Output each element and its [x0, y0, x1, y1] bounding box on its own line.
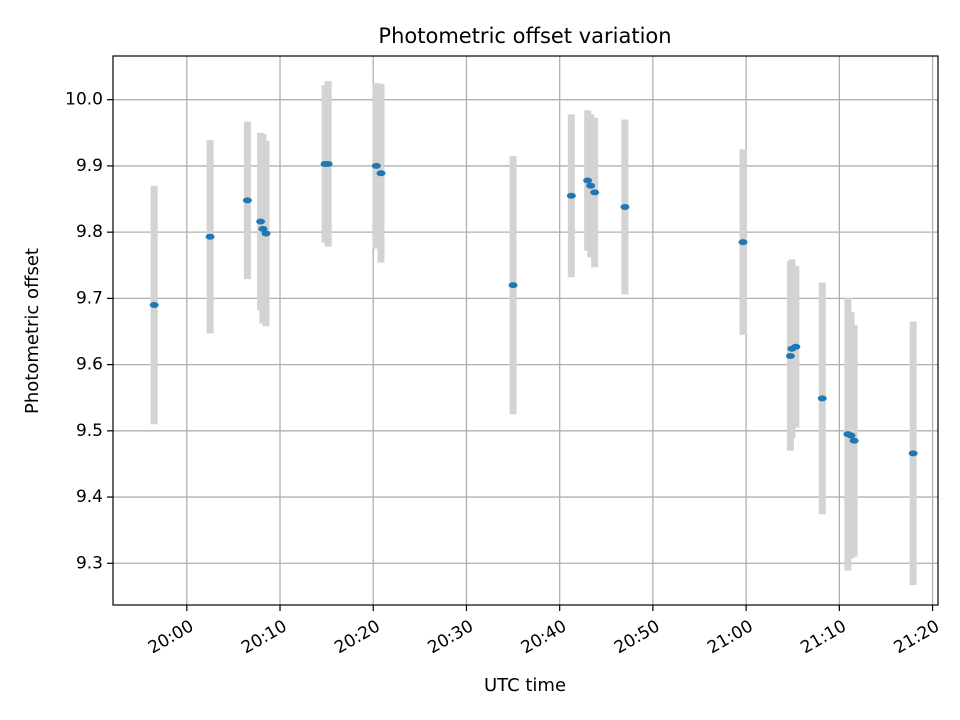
- chart-title: Photometric offset variation: [378, 24, 671, 48]
- data-point: [376, 170, 386, 177]
- data-point: [849, 437, 859, 444]
- data-point: [323, 160, 333, 167]
- data-point: [256, 218, 266, 225]
- x-axis-title: UTC time: [484, 675, 566, 696]
- data-point: [846, 432, 856, 439]
- data-point: [583, 177, 593, 184]
- y-tick-label: 9.3: [76, 553, 103, 573]
- y-tick-label: 9.9: [76, 156, 103, 176]
- data-point: [908, 450, 918, 457]
- data-point: [261, 230, 271, 237]
- data-point: [817, 395, 827, 402]
- y-tick-label: 9.5: [76, 421, 103, 441]
- axis-ticks: [107, 99, 934, 611]
- data-point: [242, 197, 252, 204]
- data-point: [205, 233, 215, 240]
- grid-lines: [113, 56, 938, 605]
- plot-frame: [112, 55, 939, 606]
- y-tick-label: 9.7: [76, 288, 103, 308]
- y-tick-label: 9.8: [76, 222, 103, 242]
- data-point: [149, 302, 159, 309]
- y-tick-label: 9.6: [76, 355, 103, 375]
- data-point: [586, 182, 596, 189]
- data-point: [508, 282, 518, 289]
- data-point: [590, 189, 600, 196]
- data-points: [149, 160, 918, 457]
- data-point: [785, 352, 795, 359]
- data-point: [791, 343, 801, 350]
- data-point: [738, 239, 748, 246]
- y-tick-label: 10.0: [65, 90, 103, 110]
- data-point: [620, 203, 630, 210]
- data-point: [258, 225, 268, 232]
- data-point: [371, 162, 381, 169]
- y-tick-label: 9.4: [76, 487, 103, 507]
- data-point: [566, 192, 576, 199]
- y-axis-title: Photometric offset: [22, 248, 43, 414]
